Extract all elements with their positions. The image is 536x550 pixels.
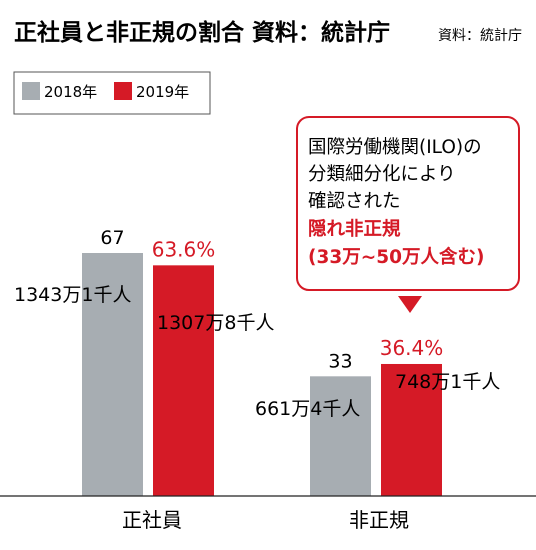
callout-line-3: 確認された bbox=[308, 191, 401, 212]
bar-hiseiki-2018年 bbox=[310, 376, 371, 496]
count-label: 748万1千人 bbox=[395, 371, 500, 393]
callout: 国際労働機関(ILO)の 分類細分化により 確認された 隠れ非正規 (33万~5… bbox=[296, 116, 520, 313]
legend-label-2019: 2019年 bbox=[136, 83, 189, 101]
legend-label-2018: 2018年 bbox=[44, 83, 97, 101]
bar-seishain-2018年 bbox=[82, 253, 143, 496]
legend-swatch-2018 bbox=[22, 82, 40, 100]
legend-swatch-2019 bbox=[114, 82, 132, 100]
legend-box bbox=[13, 71, 211, 115]
bar-hiseiki-2019年 bbox=[381, 363, 442, 496]
source-label: 資料：統計庁 bbox=[438, 28, 522, 44]
callout-highlight-2: (33万~50万人含む) bbox=[308, 246, 484, 268]
bars bbox=[82, 253, 442, 496]
count-label: 1343万1千人 bbox=[14, 284, 131, 306]
value-label: 36.4% bbox=[380, 336, 444, 360]
value-label: 33 bbox=[328, 350, 352, 372]
value-label: 67 bbox=[100, 227, 124, 249]
callout-line-2: 分類細分化により bbox=[308, 164, 456, 185]
category-label-hiseiki: 非正規 bbox=[349, 508, 409, 532]
callout-line-1: 国際労働機関(ILO)の bbox=[308, 137, 482, 158]
category-labels: 正社員 非正規 bbox=[122, 508, 409, 532]
legend: 2018年 2019年 bbox=[13, 71, 211, 115]
count-label: 661万4千人 bbox=[255, 398, 360, 420]
count-label: 1307万8千人 bbox=[157, 312, 274, 334]
chart-title: 正社員と非正規の割合 資料：統計庁 bbox=[14, 19, 390, 46]
category-label-seishain: 正社員 bbox=[122, 508, 182, 532]
bar-seishain-2019年 bbox=[153, 265, 214, 496]
value-label: 63.6% bbox=[152, 237, 216, 261]
callout-box bbox=[296, 116, 520, 291]
bar-labels: 67 1343万1千人 63.6% 1307万8千人 33 661万4千人 36.4% 748… bbox=[14, 227, 500, 420]
callout-highlight-1: 隠れ非正規 bbox=[308, 218, 401, 240]
callout-pointer bbox=[398, 296, 422, 313]
